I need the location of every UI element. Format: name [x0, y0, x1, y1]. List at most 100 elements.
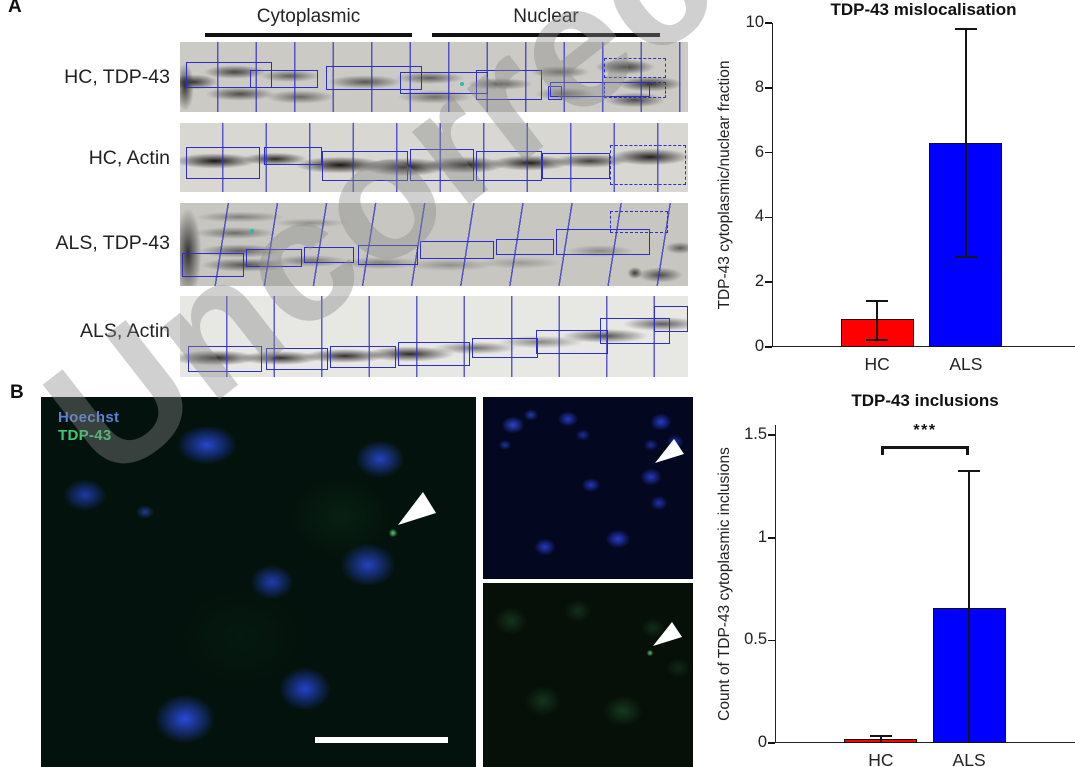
error-bar-cap-bottom: [866, 338, 889, 341]
error-bar-line: [965, 27, 967, 257]
y-tick-label: 1.5: [744, 425, 767, 444]
group-header-nuclear: Nuclear: [513, 6, 579, 27]
significance-bracket-end: [880, 445, 885, 455]
band-annotation-box: [496, 239, 554, 255]
fluorescence-hoechst-channel-image: [483, 397, 693, 579]
y-tick-mark: [768, 537, 775, 539]
chart-title: TDP-43 inclusions: [851, 391, 999, 410]
band-annotation-box-dashed: [610, 145, 686, 185]
band-annotation-box: [182, 253, 244, 277]
error-bar-cap-bottom: [954, 256, 977, 259]
band-annotation-box: [536, 330, 608, 354]
y-tick-label: 8: [754, 77, 764, 96]
y-tick-mark: [768, 639, 775, 642]
error-bar-line: [968, 470, 970, 743]
band-annotation-box: [186, 147, 260, 179]
chart-tdp43-inclusions: TDP-43 inclusions Count of TDP-43 cytopl…: [700, 385, 1075, 767]
arrowhead-marker: [398, 492, 436, 525]
band-annotation-box: [542, 153, 610, 179]
band-annotation-box: [476, 70, 542, 100]
y-tick-mark: [768, 742, 775, 744]
band-annotation-box: [246, 249, 302, 267]
y-tick-mark: [765, 87, 772, 89]
cytoplasmic-underline: [205, 33, 412, 37]
blot-row-label-als-tdp43: ALS, TDP-43: [55, 232, 170, 254]
legend-hoechst: Hoechst: [58, 409, 120, 426]
band-annotation-box: [188, 346, 262, 372]
error-bar-cap-top: [954, 27, 977, 30]
band-annotation-box-dashed: [610, 211, 668, 233]
y-axis-label: TDP-43 cytoplasmic/nuclear fraction: [716, 60, 733, 310]
western-blot-als-tdp43: [180, 203, 688, 286]
error-bar-line: [876, 300, 878, 339]
x-category-label: HC: [864, 354, 890, 374]
chart-title: TDP-43 mislocalisation: [830, 0, 1017, 19]
y-tick-mark: [765, 151, 772, 154]
fluorescence-merged-image: Hoechst TDP-43: [41, 397, 476, 767]
band-annotation-box: [654, 306, 688, 332]
band-annotation-box-dashed: [604, 58, 666, 78]
blot-row-label-hc-tdp43: HC, TDP-43: [64, 66, 170, 88]
western-blot-als-actin: [180, 296, 688, 377]
y-tick-mark: [765, 281, 772, 284]
blot-row-label-hc-actin: HC, Actin: [88, 147, 170, 169]
y-tick-mark: [765, 22, 772, 24]
band-annotation-box: [322, 151, 408, 181]
band-annotation-box: [556, 229, 650, 255]
error-bar-cap-top: [869, 734, 892, 737]
x-category-label: ALS: [952, 750, 986, 767]
band-annotation-box: [186, 62, 272, 88]
nuclear-underline: [432, 33, 660, 37]
marker-dot: [460, 82, 464, 86]
arrowhead-marker: [655, 439, 684, 463]
group-header-cytoplasmic: Cytoplasmic: [256, 6, 361, 27]
band-annotation-box-dashed: [604, 82, 666, 98]
band-annotation-box: [550, 82, 650, 97]
western-blot-hc-tdp43: [180, 42, 688, 112]
significance-bracket: [880, 445, 970, 450]
panel-b-label: B: [10, 382, 24, 403]
x-category-label: HC: [868, 750, 894, 767]
chart-tdp43-mislocalisation: TDP-43 mislocalisation TDP-43 cytoplasmi…: [700, 0, 1075, 383]
error-bar-line: [880, 734, 882, 743]
y-tick-label: 0: [754, 337, 764, 355]
y-tick-label: 10: [745, 13, 764, 31]
error-bar-cap-top: [958, 470, 981, 472]
band-annotation-box: [250, 70, 318, 88]
y-tick-label: 4: [754, 207, 764, 226]
band-annotation-box: [410, 149, 474, 181]
western-blot-hc-actin: [180, 123, 688, 192]
arrowhead-marker: [653, 622, 682, 646]
y-tick-label: 1: [757, 527, 767, 546]
band-annotation-box: [548, 86, 562, 100]
y-tick-label: 0: [757, 733, 767, 751]
x-category-label: ALS: [949, 354, 983, 374]
band-annotation-box: [266, 348, 328, 370]
y-tick-label: 6: [754, 142, 764, 161]
y-tick-mark: [765, 216, 772, 219]
plot-area: [775, 425, 1075, 743]
band-annotation-box: [304, 247, 354, 263]
error-bar-cap-top: [866, 300, 889, 302]
band-annotation-box: [398, 342, 470, 366]
marker-dot: [250, 229, 254, 233]
significance-stars: ***: [913, 421, 937, 439]
scale-bar: [315, 737, 448, 743]
band-annotation-box: [400, 72, 488, 94]
band-annotation-box: [472, 338, 538, 358]
band-annotation-box: [264, 147, 322, 165]
legend-tdp43: TDP-43: [58, 427, 112, 444]
significance-bracket-end: [965, 445, 970, 455]
band-annotation-box: [420, 241, 494, 259]
blot-row-label-als-actin: ALS, Actin: [80, 320, 170, 342]
band-annotation-box: [476, 151, 542, 181]
y-tick-label: 2: [754, 272, 764, 291]
band-annotation-box: [330, 346, 396, 368]
fluorescence-tdp43-channel-image: [483, 583, 693, 767]
y-tick-label: 0.5: [744, 630, 767, 649]
y-tick-mark: [765, 346, 772, 348]
band-annotation-box: [358, 245, 418, 265]
y-axis-label: Count of TDP-43 cytoplasmic inclusions: [716, 447, 733, 721]
panel-a-label: A: [8, 0, 22, 17]
